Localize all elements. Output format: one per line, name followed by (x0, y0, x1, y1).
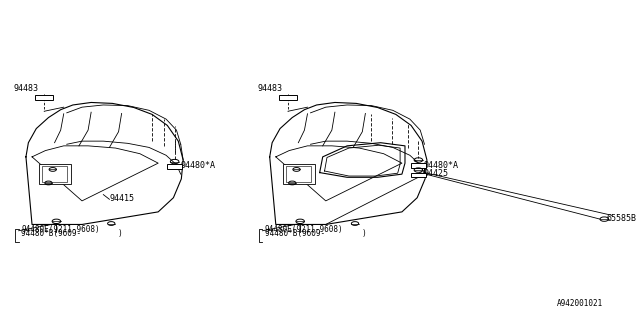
Text: 94425: 94425 (424, 169, 449, 178)
Text: 94480*B(9609-        ): 94480*B(9609- ) (265, 229, 367, 238)
Text: 94480E(9211-9608): 94480E(9211-9608) (21, 225, 100, 234)
Text: 94480*B(9609-        ): 94480*B(9609- ) (21, 229, 123, 238)
Text: A942001021: A942001021 (557, 299, 603, 308)
Bar (411, 163, 426, 168)
Text: 94480*A: 94480*A (180, 161, 215, 170)
Bar (35, 95, 53, 100)
Bar (286, 166, 310, 182)
Bar (167, 164, 182, 169)
Bar (283, 164, 315, 184)
Text: 94483: 94483 (13, 84, 39, 93)
Bar (411, 173, 426, 177)
Bar (42, 166, 67, 182)
Text: 94415: 94415 (109, 194, 134, 203)
Text: 94480*A: 94480*A (424, 161, 459, 170)
Text: 94483: 94483 (257, 84, 282, 93)
Text: 94480E(9211-9608): 94480E(9211-9608) (265, 225, 344, 234)
Bar (279, 95, 297, 100)
Bar (39, 164, 71, 184)
Text: 65585B: 65585B (606, 214, 636, 223)
